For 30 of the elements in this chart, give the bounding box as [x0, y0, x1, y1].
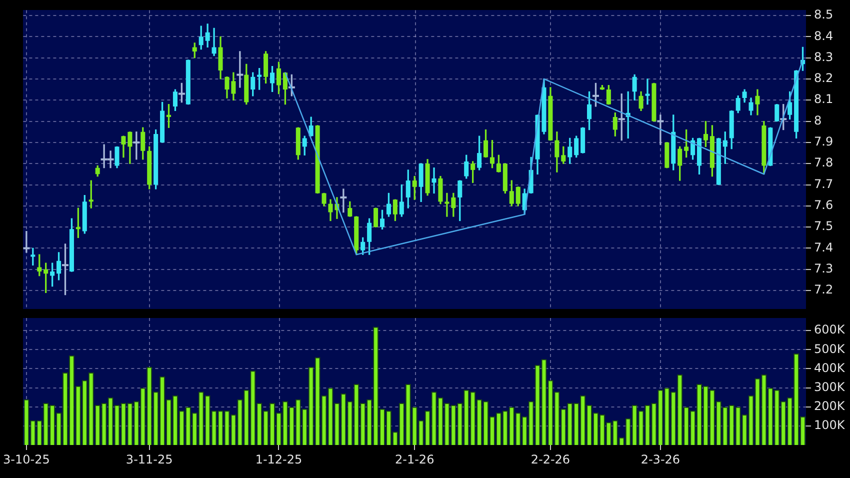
y-tick-label: 7.3: [814, 262, 834, 276]
x-tick-label: 2-1-26: [395, 452, 434, 466]
y-tick-label: 7.6: [814, 198, 834, 212]
x-tick-label: 1-12-25: [255, 452, 302, 466]
candlestick: [432, 168, 436, 194]
y-tick-label: 7.5: [814, 219, 834, 234]
y-tick-label: 8.1: [814, 92, 834, 106]
y2-tick-label: 300K: [814, 380, 846, 394]
candlestick: [444, 192, 450, 217]
y2-tick-label: 500K: [814, 342, 846, 356]
x-tick-label: 2-3-26: [640, 452, 680, 466]
y-tick-label: 8: [814, 113, 822, 128]
x-tick-label: 3-10-25: [3, 452, 50, 466]
x-tick-label: 3-11-25: [126, 452, 173, 466]
y-tick-label: 8.4: [814, 28, 834, 43]
y2-tick-label: 100K: [814, 418, 846, 432]
y2-tick-label: 200K: [814, 398, 846, 413]
y-tick-label: 7.9: [814, 134, 834, 149]
x-tick-label: 2-2-26: [530, 452, 570, 466]
y-tick-label: 8.2: [814, 71, 834, 86]
y2-tick-label: 600K: [814, 322, 846, 337]
y2-tick-label: 400K: [814, 360, 846, 375]
y-tick-label: 8.3: [814, 50, 834, 64]
y-tick-label: 7.8: [814, 156, 834, 170]
y-tick-label: 7.4: [814, 240, 834, 254]
candlestick: [212, 28, 216, 56]
y-tick-label: 7.7: [814, 176, 834, 191]
y-tick-label: 8.5: [814, 8, 834, 22]
candlestick: [645, 78, 650, 105]
y-tick-label: 7.2: [814, 282, 834, 297]
